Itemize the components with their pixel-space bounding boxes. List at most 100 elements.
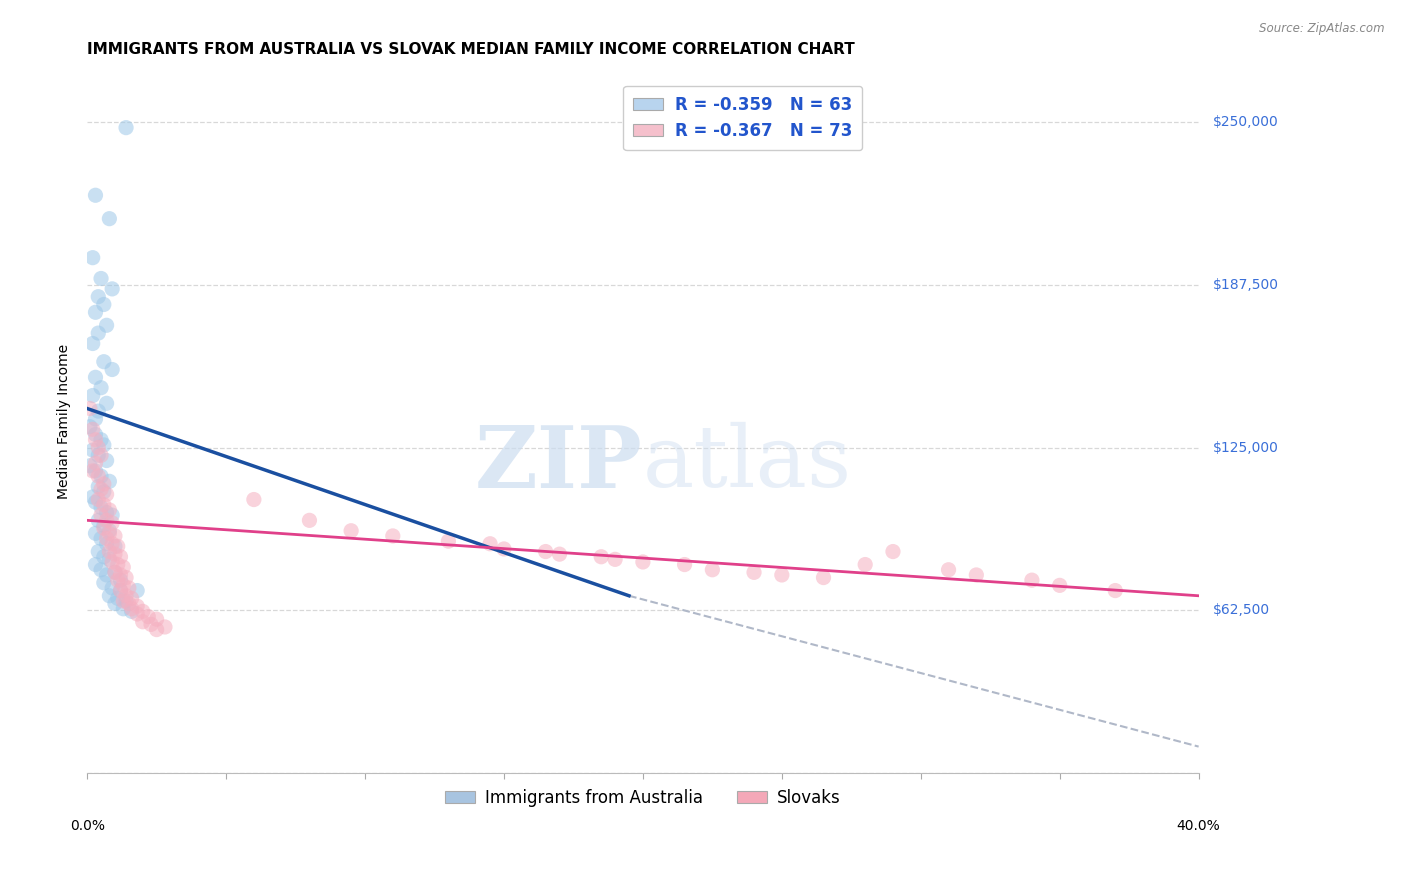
Point [112,601,135,615]
Point [84,456,107,470]
Point [82,422,104,436]
Point [101,581,124,595]
Point [110,549,132,564]
Point [145,623,167,637]
Point [90,508,112,523]
Point [96,506,118,520]
Text: ZIP: ZIP [475,422,643,506]
Point [813,570,835,584]
Text: $62,500: $62,500 [1212,603,1270,617]
Point [82,443,104,458]
Point [104,566,127,580]
Point [110,583,132,598]
Point [112,594,135,608]
Point [121,591,143,606]
Point [381,529,404,543]
Point [110,573,132,587]
Point [127,599,149,614]
Point [93,549,115,564]
Point [98,475,121,489]
Point [98,552,121,566]
Point [882,544,904,558]
Point [98,526,121,541]
Point [96,537,118,551]
Point [93,518,115,533]
Point [437,534,460,549]
Point [101,362,124,376]
Point [631,555,654,569]
Text: 0.0%: 0.0% [70,820,104,833]
Point [98,503,121,517]
Point [127,583,149,598]
Point [98,211,121,226]
Point [90,482,112,496]
Point [93,521,115,535]
Point [101,508,124,523]
Point [96,396,118,410]
Point [87,513,110,527]
Point [96,318,118,333]
Point [96,487,118,501]
Point [132,615,155,629]
Point [101,537,124,551]
Point [136,609,159,624]
Point [603,552,626,566]
Point [1049,578,1071,592]
Point [87,448,110,462]
Point [548,547,571,561]
Point [93,438,115,452]
Point [87,404,110,418]
Point [93,354,115,368]
Point [115,589,138,603]
Text: 40.0%: 40.0% [1177,820,1220,833]
Point [98,524,121,538]
Point [90,381,112,395]
Point [101,555,124,569]
Point [104,597,127,611]
Point [104,540,127,554]
Point [84,412,107,426]
Point [84,433,107,447]
Point [79,458,101,473]
Point [107,558,129,572]
Point [132,604,155,618]
Point [492,541,515,556]
Point [87,544,110,558]
Point [79,401,101,416]
Point [340,524,363,538]
Point [84,370,107,384]
Point [115,594,138,608]
Point [84,188,107,202]
Point [104,566,127,580]
Point [87,326,110,340]
Point [87,290,110,304]
Point [82,388,104,402]
Point [591,549,613,564]
Point [742,566,765,580]
Point [90,532,112,546]
Point [79,419,101,434]
Point [82,490,104,504]
Point [84,427,107,442]
Point [87,479,110,493]
Point [96,532,118,546]
Point [84,495,107,509]
Point [115,120,138,135]
Y-axis label: Median Family Income: Median Family Income [58,344,72,500]
Point [87,492,110,507]
Point [127,607,149,621]
Point [84,526,107,541]
Text: Source: ZipAtlas.com: Source: ZipAtlas.com [1260,22,1385,36]
Point [93,477,115,491]
Point [90,563,112,577]
Legend: Immigrants from Australia, Slovaks: Immigrants from Australia, Slovaks [439,782,846,814]
Point [110,583,132,598]
Point [104,547,127,561]
Point [118,597,141,611]
Point [87,469,110,483]
Point [101,282,124,296]
Point [82,251,104,265]
Point [101,516,124,530]
Point [702,563,724,577]
Point [1104,583,1126,598]
